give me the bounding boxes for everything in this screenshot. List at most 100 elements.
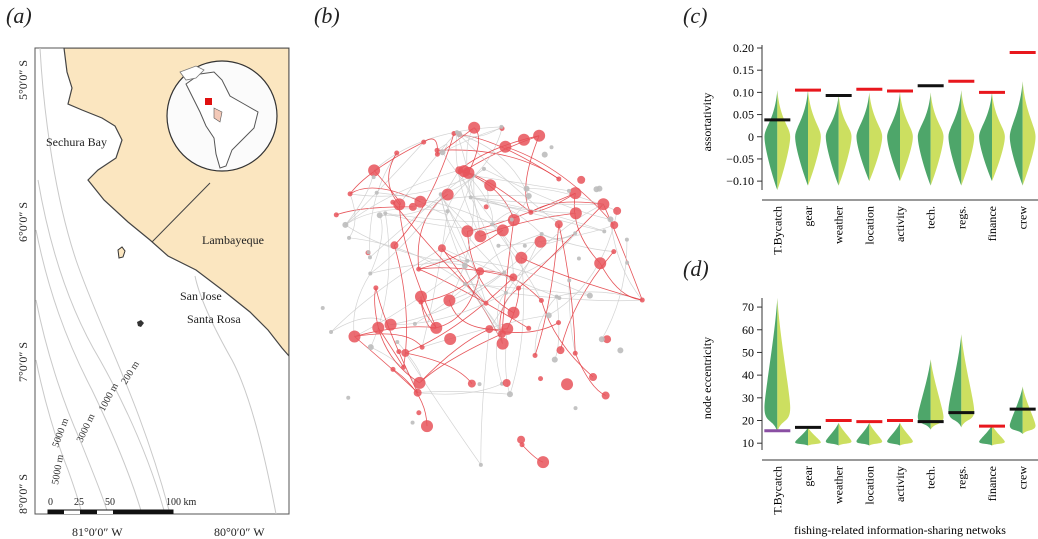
lon-label-80: 80°0′0″ W xyxy=(214,525,265,539)
network-edge xyxy=(440,194,487,304)
network-node xyxy=(554,220,563,229)
network-node xyxy=(554,294,559,299)
network-node xyxy=(556,320,562,326)
network-node xyxy=(413,376,426,389)
network-node xyxy=(320,305,325,310)
network-edge xyxy=(345,141,424,226)
network-node xyxy=(444,333,457,346)
x-tick-label: finance xyxy=(985,206,999,241)
network-edge xyxy=(470,197,604,205)
x-tick-label: finance xyxy=(985,466,999,501)
lat-label-7: 7°0′0″ S xyxy=(16,342,30,382)
network-edge xyxy=(418,268,529,329)
network-node xyxy=(434,151,440,157)
network-edge xyxy=(599,263,643,301)
x-tick-label: tech. xyxy=(924,206,938,229)
network-edge xyxy=(521,257,643,301)
network-edge xyxy=(405,352,473,384)
region-boundary xyxy=(151,182,211,243)
network-edge xyxy=(447,168,485,212)
depth-contours xyxy=(35,48,277,514)
network-node xyxy=(373,285,379,291)
network-node xyxy=(419,344,425,350)
network-edge xyxy=(610,219,643,301)
y-tick-label: 0.05 xyxy=(733,108,754,122)
x-tick-label: activity xyxy=(893,206,907,242)
network-node xyxy=(329,330,334,335)
network-edge xyxy=(419,333,503,384)
network-node xyxy=(412,321,417,326)
violin-right xyxy=(900,422,913,446)
network-node xyxy=(541,151,548,158)
y-tick-label: 20 xyxy=(742,414,754,428)
violin-left xyxy=(887,92,900,182)
network-node xyxy=(566,188,571,193)
network-edge xyxy=(449,300,508,330)
y-tick-label: −0.05 xyxy=(726,152,754,166)
network-node xyxy=(434,147,440,153)
x-tick-label: crew xyxy=(1016,466,1030,490)
lat-label-8: 8°0′0″ S xyxy=(16,474,30,514)
network-edge xyxy=(421,211,448,348)
network-node xyxy=(461,225,474,238)
network-node xyxy=(476,267,485,276)
network-edge xyxy=(483,168,611,220)
study-area-marker xyxy=(205,98,212,105)
network-edge xyxy=(369,172,469,258)
network-node xyxy=(481,166,486,171)
violin-right xyxy=(930,359,944,430)
network-edge xyxy=(505,328,511,395)
violin-right xyxy=(838,422,852,446)
x-tick-label: location xyxy=(862,466,876,505)
network-edge xyxy=(505,146,615,226)
network-edge xyxy=(603,204,643,301)
network-node xyxy=(594,257,607,270)
network-edge xyxy=(385,212,503,231)
network-node xyxy=(346,395,351,400)
network-edge xyxy=(518,203,604,289)
network-node xyxy=(509,217,514,222)
violin-left xyxy=(917,359,931,430)
network-edge xyxy=(473,175,570,192)
network-node xyxy=(598,336,605,343)
network-node xyxy=(499,124,504,129)
network-node xyxy=(395,339,400,344)
network-edge xyxy=(464,265,503,335)
lat-label-6: 6°0′0″ S xyxy=(16,202,30,242)
network-edge xyxy=(541,233,614,252)
network-edge xyxy=(392,201,487,304)
network-edge xyxy=(442,152,522,259)
violin-left xyxy=(795,90,808,186)
network-edge xyxy=(568,280,576,354)
network-node xyxy=(507,214,520,227)
network-node xyxy=(454,130,459,135)
network-node xyxy=(561,378,574,391)
network-edge xyxy=(405,352,482,466)
panel-label-d: (d) xyxy=(683,256,709,281)
x-tick-label: T.Bycatch xyxy=(770,206,784,255)
network-node xyxy=(551,356,558,363)
network-edge xyxy=(442,128,503,153)
network-node xyxy=(483,300,489,306)
y-tick-label: 60 xyxy=(742,323,754,337)
network-node xyxy=(484,179,497,192)
scale-label-25: 25 xyxy=(74,497,84,508)
network-node xyxy=(368,271,373,276)
y-tick-label: 10 xyxy=(742,436,754,450)
network-node xyxy=(384,318,397,331)
network-edge xyxy=(417,383,503,395)
lon-label-81: 81°0′0″ W xyxy=(72,525,123,539)
network-edge xyxy=(509,257,524,395)
violin-left xyxy=(979,425,992,446)
network-node xyxy=(416,266,422,272)
network-node xyxy=(496,224,509,237)
network-edge xyxy=(456,132,481,237)
label-santa-rosa: Santa Rosa xyxy=(187,312,241,326)
network-node xyxy=(538,298,544,304)
network-node xyxy=(502,270,507,275)
network-node xyxy=(474,230,487,243)
network-node xyxy=(394,150,400,156)
network-edge xyxy=(455,132,481,237)
network-node xyxy=(538,376,544,382)
